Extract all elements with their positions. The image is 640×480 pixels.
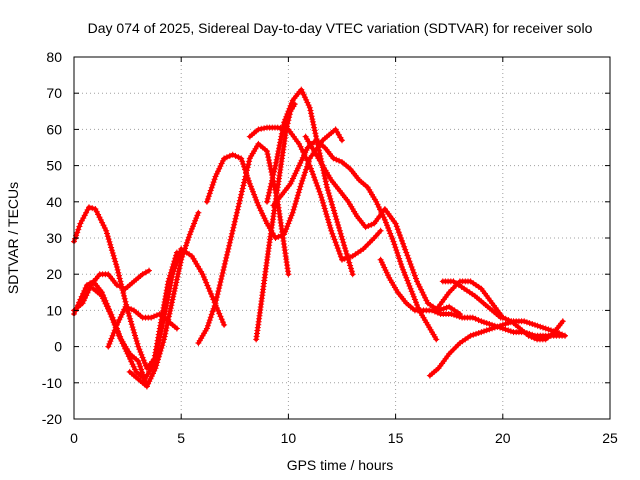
series-markers — [439, 278, 504, 321]
y-tick-label: 70 — [46, 85, 62, 101]
series-markers — [90, 249, 180, 383]
x-tick-label: 5 — [177, 430, 185, 446]
series-markers — [126, 209, 202, 390]
y-axis-label: SDTVAR / TECUs — [5, 182, 21, 294]
y-tick-label: 30 — [46, 230, 62, 246]
series-line — [500, 315, 565, 342]
axis-ticks — [73, 56, 611, 420]
y-tick-label: 10 — [46, 302, 62, 318]
series-sat-18 — [499, 314, 566, 343]
series-sat-13 — [302, 133, 463, 317]
series-sat-17 — [439, 278, 504, 321]
x-tick-label: 15 — [388, 430, 404, 446]
series-sat-15 — [426, 318, 568, 379]
y-tick-label: 20 — [46, 266, 62, 282]
series-markers — [499, 314, 566, 343]
y-tick-label: -10 — [42, 375, 62, 391]
y-tick-label: 40 — [46, 194, 62, 210]
y-tick-label: 0 — [54, 339, 62, 355]
series-sat-6 — [126, 209, 202, 390]
y-tick-label: 50 — [46, 158, 62, 174]
series-sat-14 — [377, 256, 568, 339]
series-markers — [426, 318, 568, 379]
x-tick-label: 10 — [281, 430, 297, 446]
data-series — [71, 86, 568, 390]
x-tick-labels: 0 5 10 15 20 25 — [70, 430, 618, 446]
x-axis-label: GPS time / hours — [287, 457, 394, 473]
series-markers — [302, 133, 463, 317]
chart-title: Day 074 of 2025, Sidereal Day-to-day VTE… — [88, 20, 593, 36]
y-tick-label: 80 — [46, 49, 62, 65]
series-markers — [253, 101, 298, 343]
y-tick-label: -20 — [42, 411, 62, 427]
x-tick-label: 25 — [602, 430, 618, 446]
x-tick-label: 0 — [70, 430, 78, 446]
y-tick-labels: -20 -10 0 10 20 30 40 50 60 70 80 — [42, 49, 62, 427]
y-tick-label: 60 — [46, 121, 62, 137]
x-tick-label: 20 — [495, 430, 511, 446]
series-sat-5 — [90, 249, 180, 383]
